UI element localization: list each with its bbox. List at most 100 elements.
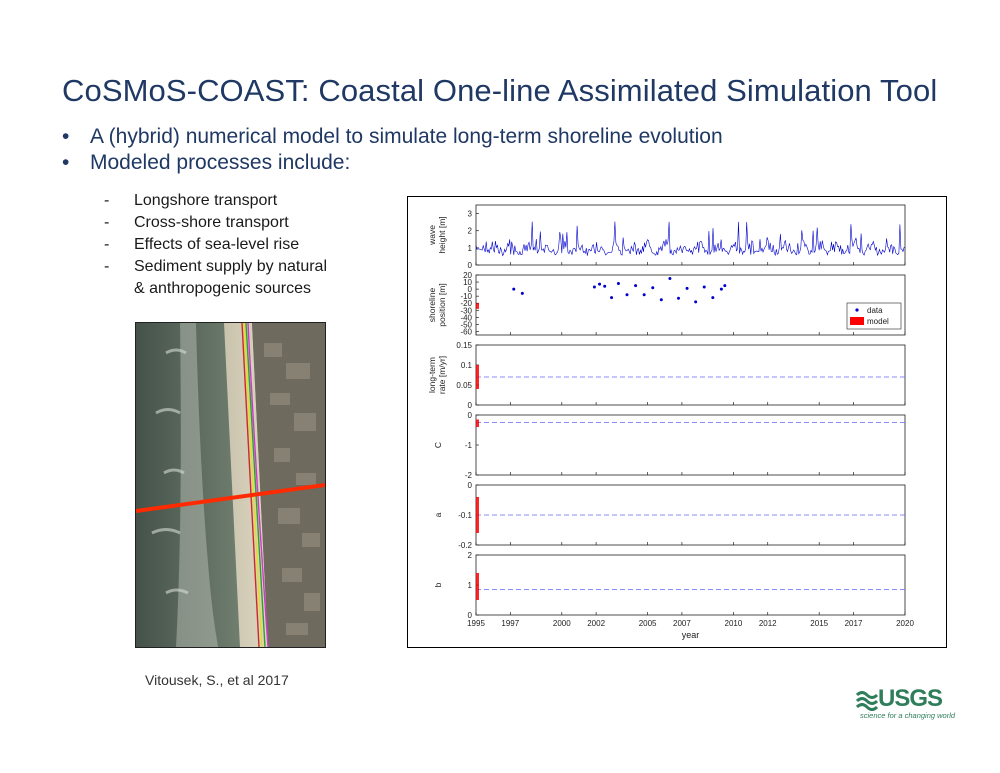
shoreline-data-point: [694, 300, 698, 304]
shoreline-data-point: [642, 293, 646, 297]
y-tick-label: 1: [468, 581, 473, 590]
y-tick-label: -20: [460, 299, 472, 308]
shoreline-data-point: [610, 296, 614, 300]
y-tick-label: 0: [468, 285, 473, 294]
y-axis-label: long-termrate [m/yr]: [427, 356, 447, 394]
legend-model-swatch: [850, 317, 864, 325]
y-tick-label: 0: [468, 481, 473, 490]
usgs-wordmark: USGS: [878, 685, 943, 712]
x-tick-label: 2007: [673, 619, 691, 628]
process-text: Effects of sea-level rise: [134, 236, 300, 253]
x-tick-label: 2017: [845, 619, 863, 628]
x-axis-label: year: [682, 630, 700, 640]
usgs-wave-icon: [856, 691, 878, 711]
shoreline-data-point: [634, 284, 638, 288]
y-tick-label: 0.05: [456, 381, 472, 390]
y-tick-label: 1: [468, 244, 473, 253]
model-initial-spread: [476, 303, 479, 309]
y-tick-label: 0.15: [456, 341, 472, 350]
shoreline-data-point: [676, 296, 680, 300]
dash-marker: -: [104, 192, 110, 209]
x-tick-label: 2020: [896, 619, 914, 628]
y-tick-label: 10: [463, 278, 472, 287]
x-tick-label: 2002: [587, 619, 605, 628]
bullet-list: • A (hybrid) numerical model to simulate …: [62, 124, 723, 176]
process-text: Cross-shore transport: [134, 214, 289, 231]
x-tick-label: 2005: [639, 619, 657, 628]
y-tick-label: 0: [468, 401, 473, 410]
shoreline-data-point: [651, 286, 655, 290]
usgs-tagline: science for a changing world: [860, 711, 956, 720]
dash-marker: -: [104, 236, 110, 253]
y-tick-label: -10: [460, 292, 472, 301]
citation: Vitousek, S., et al 2017: [145, 672, 289, 688]
y-tick-label: -0.2: [458, 541, 472, 550]
process-text: Sediment supply by natural: [134, 258, 327, 275]
y-tick-label: -0.1: [458, 511, 472, 520]
panel-frame: [475, 554, 906, 616]
model-initial-spread: [476, 573, 479, 600]
bullet-text: A (hybrid) numerical model to simulate l…: [90, 125, 723, 148]
shoreline-data-point: [668, 277, 672, 281]
y-tick-label: 3: [468, 210, 473, 219]
model-initial-spread: [476, 497, 479, 533]
y-tick-label: -40: [460, 313, 472, 322]
shoreline-data-point: [723, 284, 727, 288]
shoreline-data-point: [659, 298, 663, 302]
y-axis-label: shorelineposition [m]: [427, 283, 447, 326]
model-initial-spread: [476, 419, 479, 427]
bullet-item: • Modeled processes include:: [62, 150, 723, 176]
y-tick-label: 20: [463, 271, 472, 280]
x-tick-label: 1997: [501, 619, 519, 628]
y-tick-label: -30: [460, 306, 472, 315]
legend-data-marker: [855, 308, 859, 312]
panel-frame: [475, 414, 906, 476]
process-item-continued: & anthropogenic sources: [104, 278, 327, 300]
y-tick-label: 2: [468, 551, 473, 560]
panel-frame: [475, 274, 906, 336]
wave-height-series: [475, 221, 906, 257]
process-text: Longshore transport: [134, 192, 278, 209]
process-text: & anthropogenic sources: [134, 280, 311, 297]
y-tick-label: -50: [460, 320, 472, 329]
legend-data-label: data: [867, 306, 883, 315]
process-list: - Longshore transport - Cross-shore transp…: [104, 190, 327, 300]
aerial-coastline-photo: [135, 322, 326, 648]
shoreline-data-point: [592, 285, 596, 289]
y-tick-label: 0.1: [461, 361, 473, 370]
legend-model-label: model: [867, 317, 889, 326]
shoreline-data-point: [512, 287, 516, 291]
shoreline-data-point: [625, 293, 629, 297]
panel-frame: [475, 344, 906, 406]
shoreline-data-point: [520, 291, 524, 295]
y-tick-label: 0: [468, 611, 473, 620]
y-tick-label: -60: [460, 327, 472, 336]
x-tick-label: 2015: [810, 619, 828, 628]
shoreline-data-point: [711, 296, 715, 300]
model-figure: 0 1 2 3 waveheight [m] -60 -50 -40 -30 -20 -10 0 10 2…: [407, 196, 947, 648]
process-item: - Sediment supply by natural: [104, 256, 327, 278]
y-axis-label: waveheight [m]: [427, 216, 447, 253]
y-axis-label: b: [433, 582, 443, 587]
process-item: - Longshore transport: [104, 190, 327, 212]
y-tick-label: 0: [468, 411, 473, 420]
shoreline-data-point: [685, 286, 689, 290]
bullet-text: Modeled processes include:: [90, 151, 351, 174]
shoreline-data-point: [603, 284, 607, 288]
aerial-photo-illustration: [136, 323, 325, 647]
panel-frame: [475, 484, 906, 546]
y-tick-label: -2: [465, 471, 473, 480]
y-tick-label: 2: [468, 227, 473, 236]
shoreline-data-point: [598, 282, 602, 286]
panel-frame: [475, 204, 906, 266]
process-item: - Effects of sea-level rise: [104, 234, 327, 256]
bullet-item: • A (hybrid) numerical model to simulate …: [62, 124, 723, 150]
slide-title: CoSMoS-COAST: Coastal One-line Assimilat…: [62, 73, 938, 108]
y-tick-label: -1: [465, 441, 473, 450]
bullet-dot: •: [62, 151, 70, 174]
y-axis-label: a: [433, 512, 443, 517]
bullet-dot: •: [62, 125, 70, 148]
dash-marker: -: [104, 214, 110, 231]
y-axis-label: C: [433, 442, 443, 448]
